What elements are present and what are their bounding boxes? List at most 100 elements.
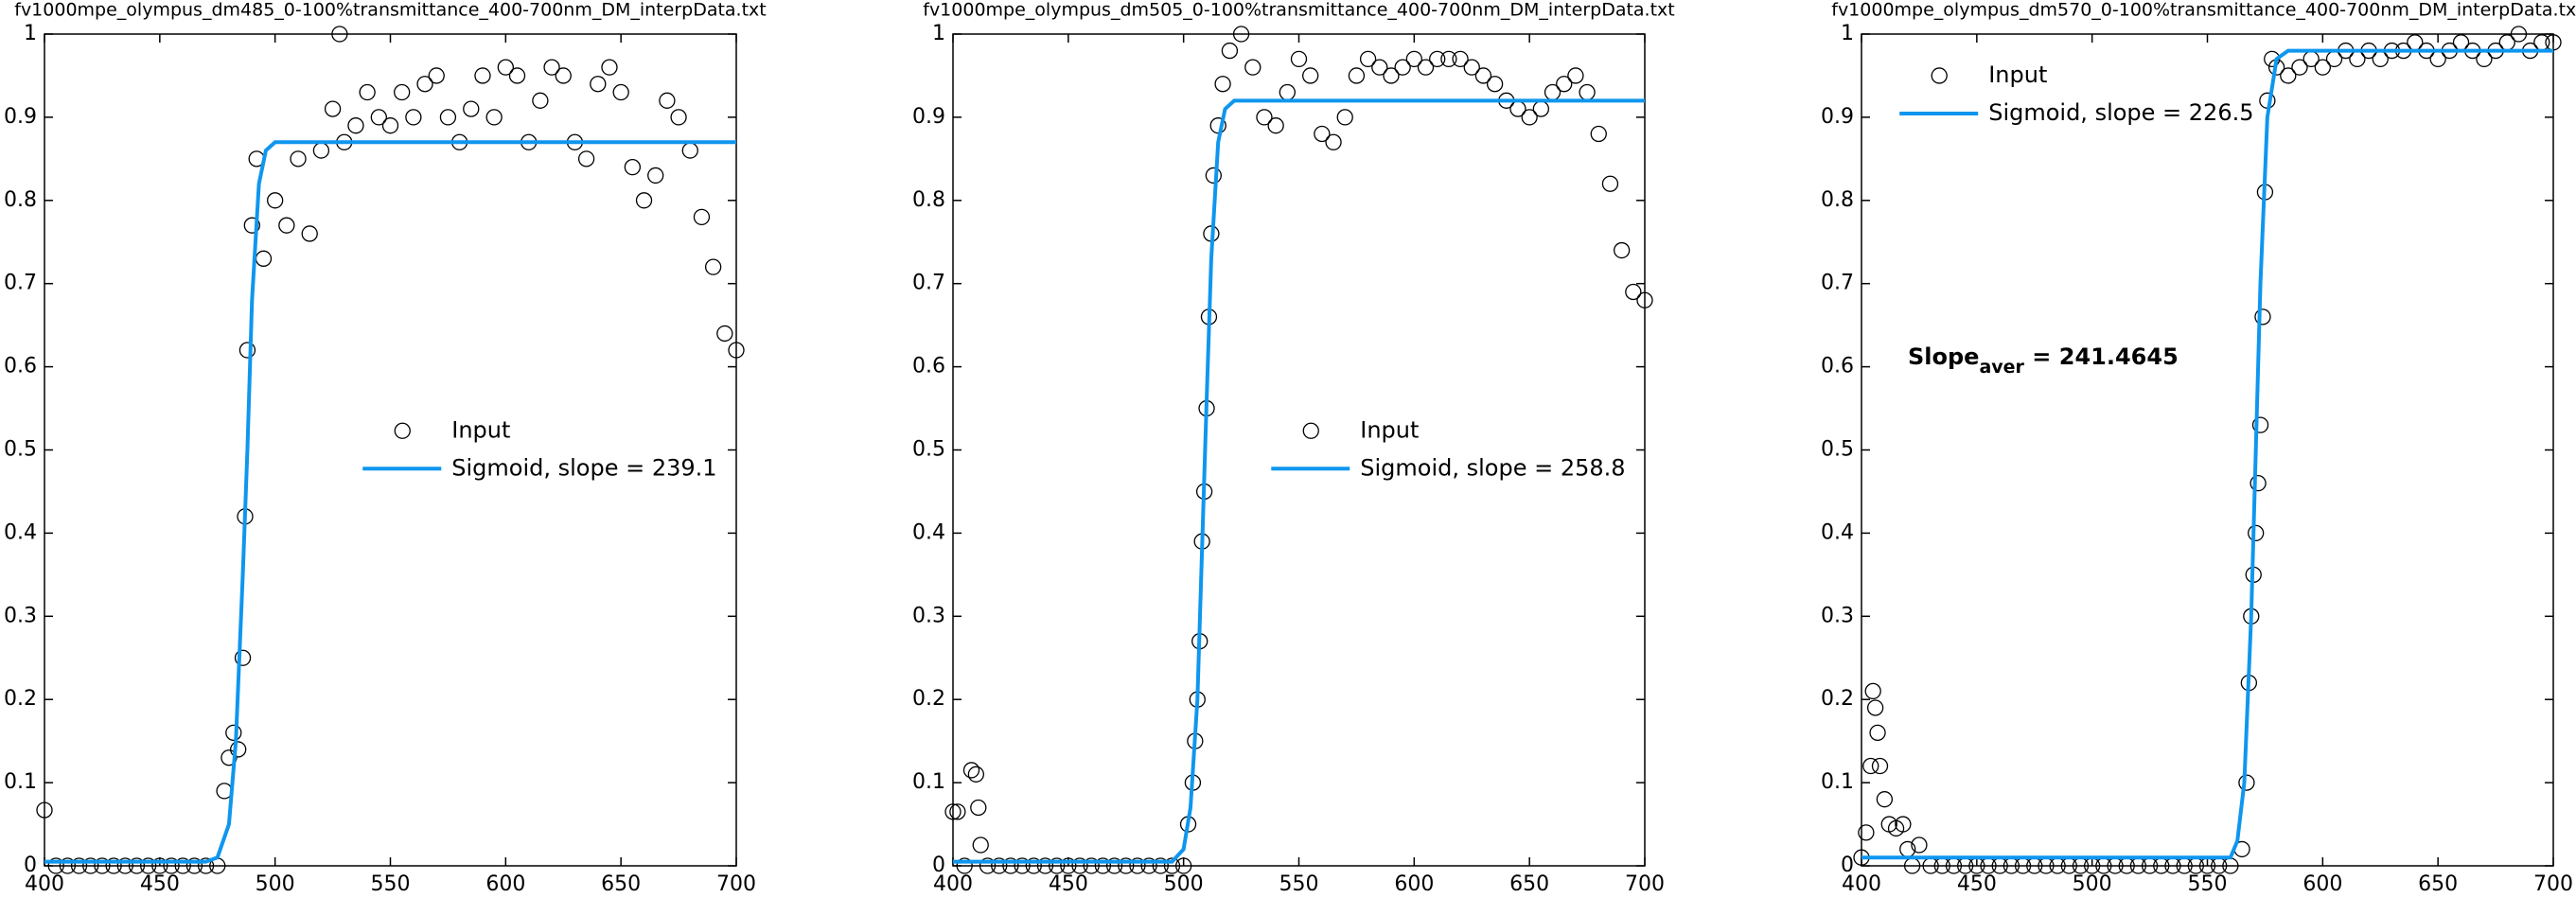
data-point [82,857,99,874]
data-point [1060,857,1077,874]
data-point [197,857,215,874]
data-point [347,117,364,134]
data-point [1279,83,1296,101]
x-tick-label: 500 [1164,872,1204,896]
data-point [1452,50,1469,68]
data-point [2349,50,2366,68]
data-point [681,142,698,159]
data-point [1509,100,1526,117]
legend-label: Input [1988,62,2047,88]
y-tick-label: 0.6 [912,355,945,379]
data-point [1036,857,1054,874]
data-point [624,158,641,176]
data-point [370,109,387,126]
data-point [278,217,295,234]
data-point [659,92,676,109]
y-tick-label: 0.4 [912,520,945,544]
data-point [1590,125,1607,143]
data-point [1579,83,1596,101]
data-point [324,100,342,117]
data-point [394,83,411,101]
x-tick-label: 600 [1394,872,1434,896]
data-point [2429,50,2446,68]
data-point [1129,857,1146,874]
annotation-subscript: aver [1979,357,2024,378]
data-point [139,857,157,874]
y-tick-label: 0.1 [4,770,37,794]
data-point [1302,67,1319,84]
fit-line [1861,48,2553,860]
data-point [1876,791,1894,808]
data-point [635,192,653,209]
axes-box [952,33,1646,867]
data-point [1486,76,1504,93]
data-point [612,83,629,101]
x-tick-label: 600 [2303,872,2342,896]
x-tick-label: 400 [1842,872,1881,896]
data-point [255,250,273,267]
data-point [1613,241,1631,259]
data-point [1205,167,1222,185]
data-point [1348,67,1366,84]
y-tick-label: 0.9 [4,105,37,129]
data-point [2314,59,2331,76]
data-point [1256,109,1273,126]
data-point [70,857,88,874]
data-point [577,150,595,167]
data-point [1371,59,1388,76]
data-point [944,803,962,820]
data-point [1636,291,1653,308]
data-point [331,26,348,43]
data-point [416,76,433,93]
x-tick-label: 550 [1279,872,1319,896]
y-tick-label: 0.5 [4,438,37,462]
data-point [1869,724,1886,742]
data-point [1463,59,1480,76]
data-point [670,109,687,126]
y-tick-label: 0.3 [1821,604,1854,627]
chart-title: fv1000mpe_olympus_dm505_0-100%transmitta… [923,0,1675,21]
y-tick-label: 0.1 [1821,770,1854,794]
data-point [1014,857,1031,874]
data-point [1544,83,1561,101]
y-tick-label: 0.7 [1821,272,1854,295]
x-tick-label: 700 [2533,872,2573,896]
data-point [1094,857,1112,874]
legend-label: Sigmoid, slope = 226.5 [1988,99,2253,126]
data-point [474,67,491,84]
data-point [1290,50,1308,68]
y-tick-label: 1 [1841,22,1854,45]
data-point [1417,59,1435,76]
data-point [1152,857,1169,874]
data-point [485,109,503,126]
y-tick-label: 0 [1841,854,1854,877]
annotation-text: = 241.4645 [2024,343,2179,370]
data-point [1025,857,1042,874]
data-point [1405,50,1422,68]
y-tick-label: 0.8 [4,188,37,212]
data-point [979,857,997,874]
data-point [972,836,989,854]
fit-line [44,140,736,864]
y-tick-label: 0.9 [912,105,945,129]
data-point [174,857,191,874]
y-tick-label: 0.6 [4,355,37,379]
data-point [1895,816,1912,833]
x-tick-label: 700 [1625,872,1665,896]
x-tick-label: 450 [140,872,180,896]
data-point [967,766,985,783]
data-point [647,167,664,185]
legend-label: Input [451,416,510,443]
data-point [508,67,526,84]
data-point [234,649,252,666]
data-point [991,857,1008,874]
data-point [1140,857,1157,874]
data-point [716,325,733,343]
data-point [301,225,318,242]
data-point [962,762,980,779]
data-point [2476,50,2493,68]
data-point [290,150,307,167]
legend-label: Sigmoid, slope = 258.8 [1360,454,1625,481]
data-point [230,741,247,758]
